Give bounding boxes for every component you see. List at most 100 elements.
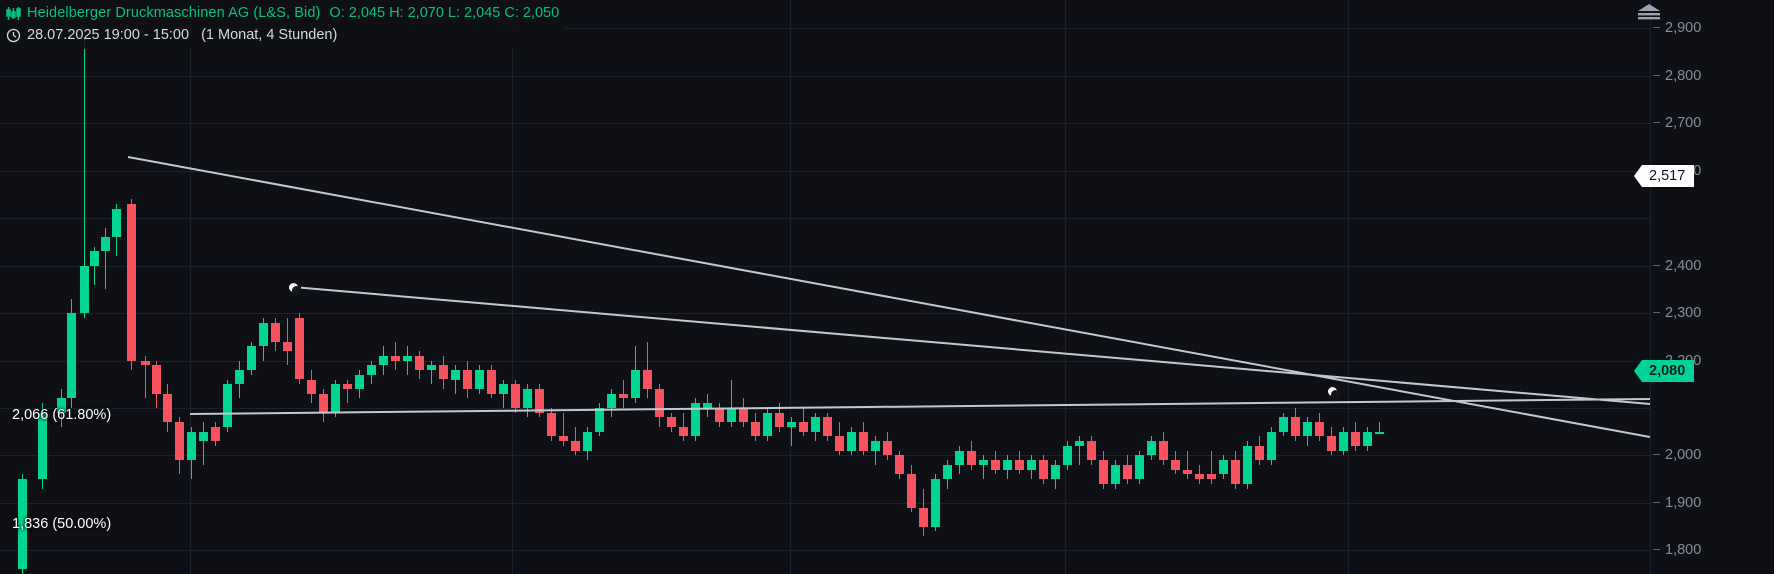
tick-dash-icon	[1653, 265, 1660, 266]
candle-body	[1363, 431, 1372, 446]
tick-dash-icon	[1653, 502, 1660, 503]
lower-support-trendline[interactable]	[189, 398, 1650, 415]
candle-wick	[803, 407, 804, 437]
candle-wick	[1079, 436, 1080, 465]
candle-body	[727, 407, 736, 423]
candle-body	[247, 346, 256, 371]
candle-body	[175, 422, 184, 461]
grid-layer	[0, 0, 1650, 574]
candle-body	[967, 450, 976, 465]
candle-body	[283, 341, 292, 352]
interval-label: (1 Monat, 4 Stunden)	[201, 27, 338, 43]
candle-body	[511, 384, 520, 408]
price-tick: 1,800	[1651, 542, 1774, 558]
price-marker-value: 2,517	[1649, 168, 1686, 184]
candle-body	[691, 403, 700, 437]
horizontal-gridline	[0, 408, 1650, 409]
legend-symbol-row[interactable]: Heidelberger Druckmaschinen AG (L&S, Bid…	[6, 2, 559, 24]
candle-body	[343, 384, 352, 389]
candle-body	[1231, 460, 1240, 484]
last-price-marker[interactable]: 2,080	[1634, 360, 1695, 382]
candle-body	[643, 370, 652, 389]
tick-dash-icon	[1653, 122, 1660, 123]
vertical-gridline	[190, 0, 191, 574]
candle-wick	[791, 417, 792, 446]
candle-body	[67, 313, 76, 399]
price-tick-label: 2,300	[1665, 305, 1702, 321]
candle-body	[451, 370, 460, 380]
candle-wick	[431, 360, 432, 385]
layers-stack-icon[interactable]	[1636, 3, 1662, 26]
price-axis[interactable]: 2,9002,8002,7002,6002,4002,3002,2002,000…	[1634, 0, 1774, 574]
candle-body	[763, 412, 772, 437]
candle-body	[199, 431, 208, 442]
candle-body	[991, 460, 1000, 470]
candle-body	[739, 407, 748, 423]
candle-body	[559, 436, 568, 442]
candle-body	[1015, 460, 1024, 470]
clock-icon	[6, 28, 21, 43]
candle-body	[127, 203, 136, 361]
candle-body	[90, 251, 99, 266]
anchor-center	[292, 286, 301, 295]
candle-wick	[203, 422, 204, 465]
candle-wick	[1379, 422, 1380, 435]
price-tick: 2,900	[1651, 20, 1774, 36]
price-tick: 1,900	[1651, 495, 1774, 511]
candle-body	[1087, 441, 1096, 461]
horizontal-gridline	[0, 76, 1650, 77]
candle-body	[931, 479, 940, 527]
ohlc-values: O: 2,045 H: 2,070 L: 2,045 C: 2,050	[329, 5, 560, 21]
candle-wick	[94, 246, 95, 285]
candle-body	[1075, 441, 1084, 446]
symbol-name[interactable]: Heidelberger Druckmaschinen AG (L&S, Bid…	[27, 5, 321, 21]
mid-descending-trendline[interactable]	[292, 286, 1650, 405]
candle-body	[835, 436, 844, 451]
crosshair-price-marker[interactable]: 2,517	[1634, 165, 1695, 187]
price-tick-label: 2,000	[1665, 447, 1702, 463]
candle-body	[1063, 445, 1072, 465]
candle-wick	[647, 341, 648, 399]
candle-body	[367, 365, 376, 375]
chart-plot-area[interactable]: 2,066 (61.80%) 1,836 (50.00%)	[0, 0, 1650, 574]
candle-body	[583, 431, 592, 451]
candle-body	[112, 208, 121, 238]
candle-body	[1255, 445, 1264, 461]
candle-wick	[145, 355, 146, 399]
candle-wick	[731, 379, 732, 427]
candle-body	[811, 417, 820, 432]
candle-body	[331, 384, 340, 413]
candle-body	[907, 474, 916, 508]
candle-body	[703, 403, 712, 408]
trendline-anchor-right[interactable]	[1325, 384, 1340, 399]
candle-body	[1351, 431, 1360, 446]
candle-body	[38, 412, 47, 480]
candle-body	[307, 379, 316, 394]
candle-wick	[347, 379, 348, 404]
candle-body	[1291, 417, 1300, 437]
price-tick-label: 2,400	[1665, 258, 1702, 274]
anchor-center	[1331, 390, 1340, 399]
candle-body	[355, 374, 364, 389]
legend-interval-row[interactable]: 28.07.2025 19:00 - 15:00 (1 Monat, 4 Stu…	[6, 24, 559, 46]
tag-pointer-icon	[1634, 360, 1642, 382]
price-tick: 2,000	[1651, 447, 1774, 463]
trendline-anchor-left[interactable]	[286, 280, 301, 295]
candle-body	[883, 441, 892, 456]
upper-descending-trendline[interactable]	[127, 156, 1650, 438]
candle-body	[271, 322, 280, 342]
candle-body	[859, 431, 868, 451]
vertical-gridline	[1348, 0, 1349, 574]
candle-wick	[395, 341, 396, 370]
horizontal-gridline	[0, 28, 1650, 29]
fib-level-label: 2,066 (61.80%)	[12, 407, 112, 423]
tick-dash-icon	[1653, 75, 1660, 76]
price-tick-label: 1,900	[1665, 495, 1702, 511]
candle-body	[475, 370, 484, 389]
candle-body	[1195, 474, 1204, 480]
candle-body	[871, 441, 880, 451]
candle-wick	[84, 37, 85, 318]
price-tick-label: 2,800	[1665, 68, 1702, 84]
tick-dash-icon	[1653, 27, 1660, 28]
